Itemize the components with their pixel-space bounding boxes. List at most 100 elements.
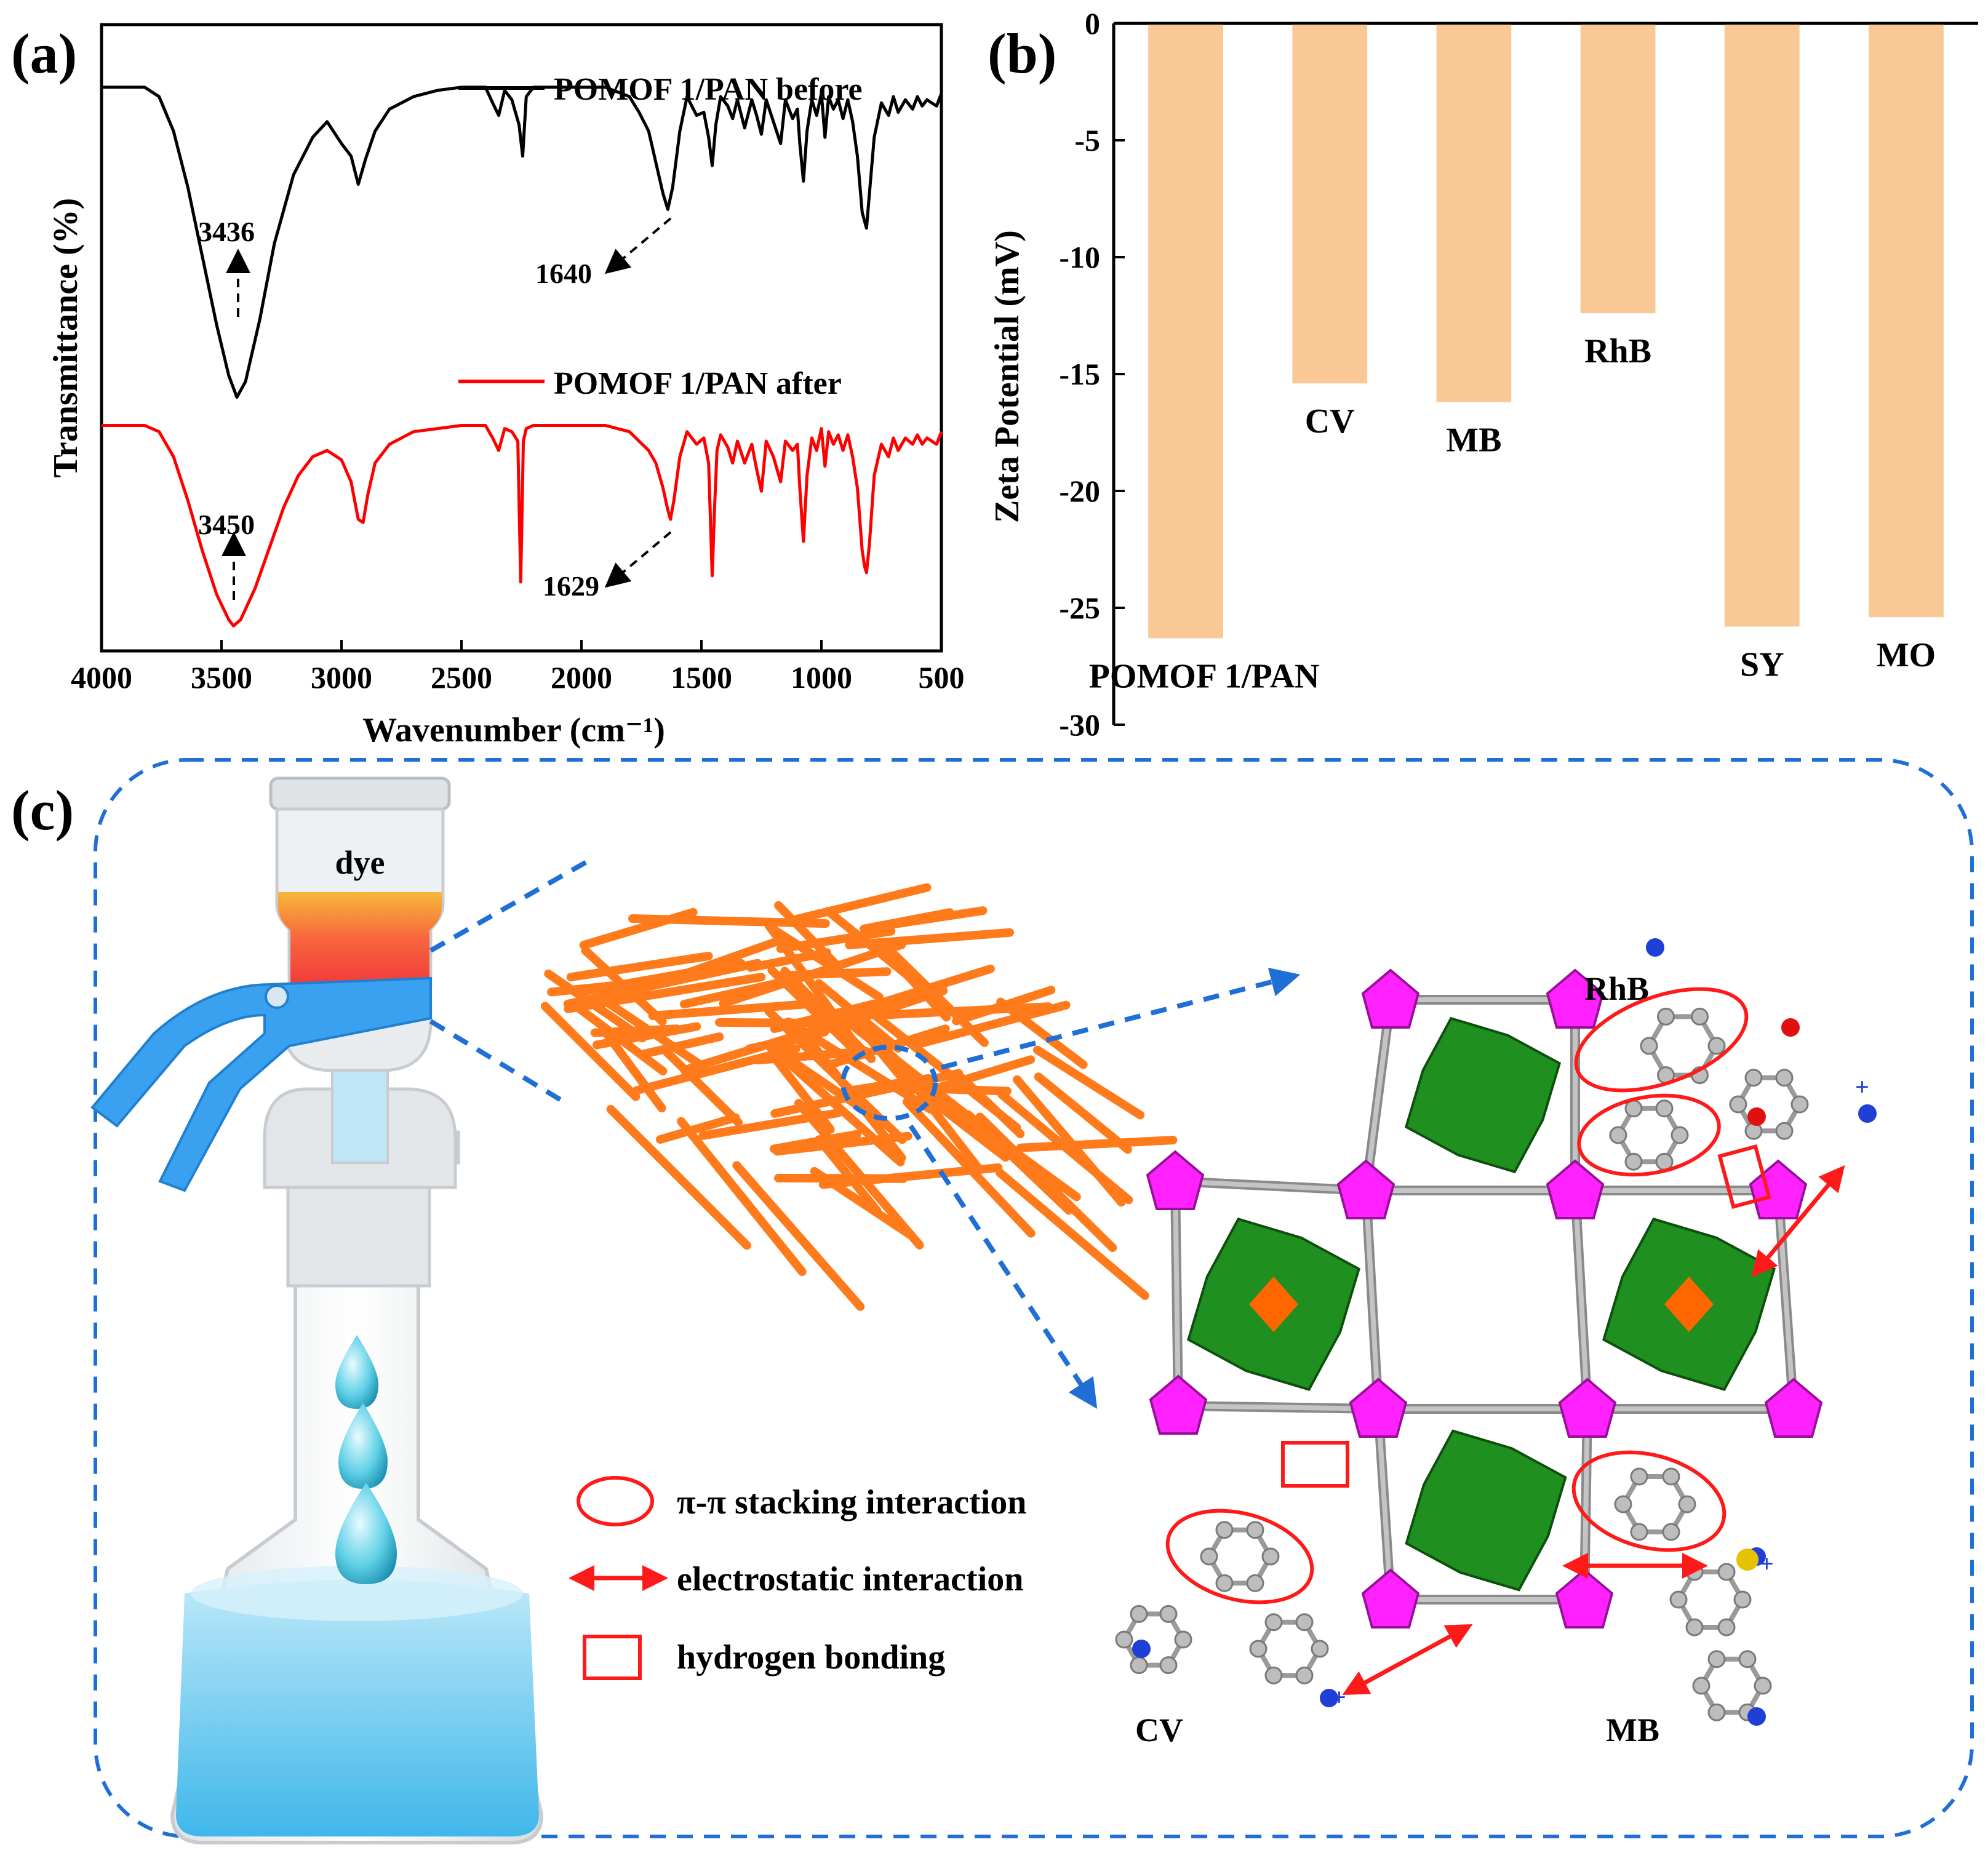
metal-node — [1749, 1159, 1808, 1219]
stacking-ellipse-mb — [1571, 1450, 1727, 1552]
clamp-pivot — [265, 984, 289, 1009]
hbond-box-cv — [1281, 1441, 1349, 1488]
ftir-x-label: Wavenumber (cm⁻¹) — [362, 711, 665, 749]
fiber-strand — [810, 1166, 917, 1241]
water-surface — [191, 1566, 523, 1621]
mb-ring-atom — [1669, 1590, 1688, 1609]
label-cv: CV — [1135, 1712, 1183, 1748]
zeta-bars: POMOF 1/PAN CV MB RhB SY MO — [1089, 25, 1944, 695]
peak-arrow-1629 — [604, 531, 672, 588]
nitrogen-atom — [1747, 1707, 1766, 1726]
nitrogen-atom — [1132, 1640, 1151, 1658]
droplet-1 — [335, 1335, 378, 1409]
mb-ring-atom — [1662, 1467, 1680, 1486]
fiber-strand — [746, 948, 832, 972]
zeta-bar — [1869, 25, 1944, 618]
ftir-x-tick-label: 3500 — [191, 660, 252, 695]
nanofiber-mat — [540, 883, 1178, 1311]
ligand-link-highlight — [1173, 1181, 1181, 1406]
fiber-strand — [770, 925, 884, 1002]
mb-ring-atom — [1754, 1677, 1772, 1695]
zeta-bar — [1724, 25, 1800, 627]
flask-neck — [286, 1186, 431, 1288]
cv-ring-atom — [1215, 1574, 1234, 1592]
cv-ring-atom — [1215, 1521, 1234, 1539]
stacking-ellipse-rhb-1 — [1574, 987, 1749, 1093]
diagram-frame — [94, 758, 1974, 1838]
interaction-legend: π-π stacking interaction electrostatic i… — [569, 1476, 1026, 1680]
panel-c: (c) dye — [11, 758, 1974, 1844]
rhb-ring-atom — [1657, 1007, 1675, 1026]
charge-rhb: + — [1855, 1073, 1869, 1101]
rhb-ring-atom — [1624, 1152, 1643, 1171]
cv-ring-atom — [1200, 1547, 1218, 1566]
ligand-link-highlight — [1175, 1179, 1367, 1193]
fiber-strand — [794, 1099, 924, 1250]
fiber-strand — [632, 1044, 800, 1095]
ligand-link-highlight — [1178, 1403, 1379, 1411]
fiber-strand — [940, 1096, 1081, 1202]
cv-ring-atom — [1130, 1605, 1148, 1623]
rhb-ring-atom — [1707, 1037, 1726, 1055]
cv-ring-atom — [1249, 1640, 1267, 1658]
cv-ring-atom — [1264, 1666, 1283, 1685]
fiber-strand — [916, 1000, 1071, 1048]
rhb-ring-atom — [1729, 1095, 1747, 1114]
fiber-strand — [641, 1032, 724, 1058]
zeta-bar — [1436, 25, 1512, 402]
metal-node — [1546, 968, 1605, 1029]
charge-cv: + — [1332, 1683, 1346, 1711]
fiber-strand — [1016, 1136, 1178, 1152]
fiber-strand — [648, 999, 821, 1021]
mb-ring-atom — [1692, 1677, 1711, 1695]
legend-ellipse-icon — [577, 1476, 654, 1526]
rhb-ring-atom — [1671, 1126, 1689, 1144]
dye-molecules — [1115, 938, 1877, 1726]
fiber-strand — [579, 907, 698, 950]
metal-node — [1361, 1568, 1420, 1629]
ligand-link-highlight — [1363, 1190, 1381, 1409]
nitrogen-atom — [1858, 1104, 1877, 1123]
ftir-y-label: Transmittance (%) — [47, 198, 85, 478]
legend-label-after: POMOF 1/PAN after — [554, 366, 842, 401]
mb-ring-atom — [1630, 1467, 1648, 1486]
central-tetrahedron — [1664, 1277, 1714, 1332]
cv-ring-atom — [1115, 1630, 1133, 1649]
ftir-x-tick-label: 500 — [919, 660, 965, 695]
electrostatic-arrow-rhb — [1751, 1165, 1845, 1278]
cv-ring-atom — [1264, 1613, 1283, 1632]
zeta-y-tick-label: -30 — [1059, 708, 1100, 742]
mb-ring-atom — [1738, 1650, 1757, 1669]
ftir-x-tick-label: 1500 — [671, 660, 732, 695]
rhb-ring-atom — [1790, 1095, 1809, 1114]
panel-c-letter: (c) — [11, 779, 74, 842]
filtrate-water — [176, 1579, 539, 1836]
fiber-strand — [732, 1161, 865, 1311]
ftir-x-ticks: 4000 3500 3000 2500 2000 1500 1000 500 — [71, 640, 965, 695]
legend-electrostatic-label: electrostatic interaction — [677, 1560, 1023, 1598]
fiber-strand — [547, 979, 637, 997]
rhb-ring-atom — [1655, 1099, 1674, 1118]
droplet-2 — [338, 1403, 388, 1489]
metal-node — [1555, 1568, 1614, 1629]
fiber-strand — [698, 1108, 843, 1140]
fiber-strand — [656, 1113, 740, 1144]
mb-ring-atom — [1733, 1590, 1752, 1609]
rhb-ring-atom — [1609, 1126, 1627, 1144]
panel-b-letter: (b) — [988, 22, 1056, 85]
ftir-frame — [100, 23, 943, 653]
metal-node — [1546, 1159, 1605, 1219]
fiber-strand — [566, 951, 713, 982]
clamp — [90, 976, 432, 1192]
central-tetrahedron — [1249, 1277, 1298, 1332]
polyoxometalate-cluster — [1405, 1429, 1567, 1592]
nitrogen-atom — [1320, 1689, 1338, 1707]
rhb-ring-atom — [1775, 1069, 1794, 1087]
zeta-bar — [1580, 25, 1656, 314]
panel-a: (a) 4000 3500 3000 2500 2000 1500 1000 500 Wave… — [11, 22, 965, 749]
fiber-strand — [776, 927, 896, 954]
mb-ring-atom — [1630, 1523, 1648, 1541]
funnel-stem — [331, 1063, 389, 1164]
peak-arrow-1640 — [604, 217, 672, 274]
dye-label: dye — [335, 844, 385, 881]
